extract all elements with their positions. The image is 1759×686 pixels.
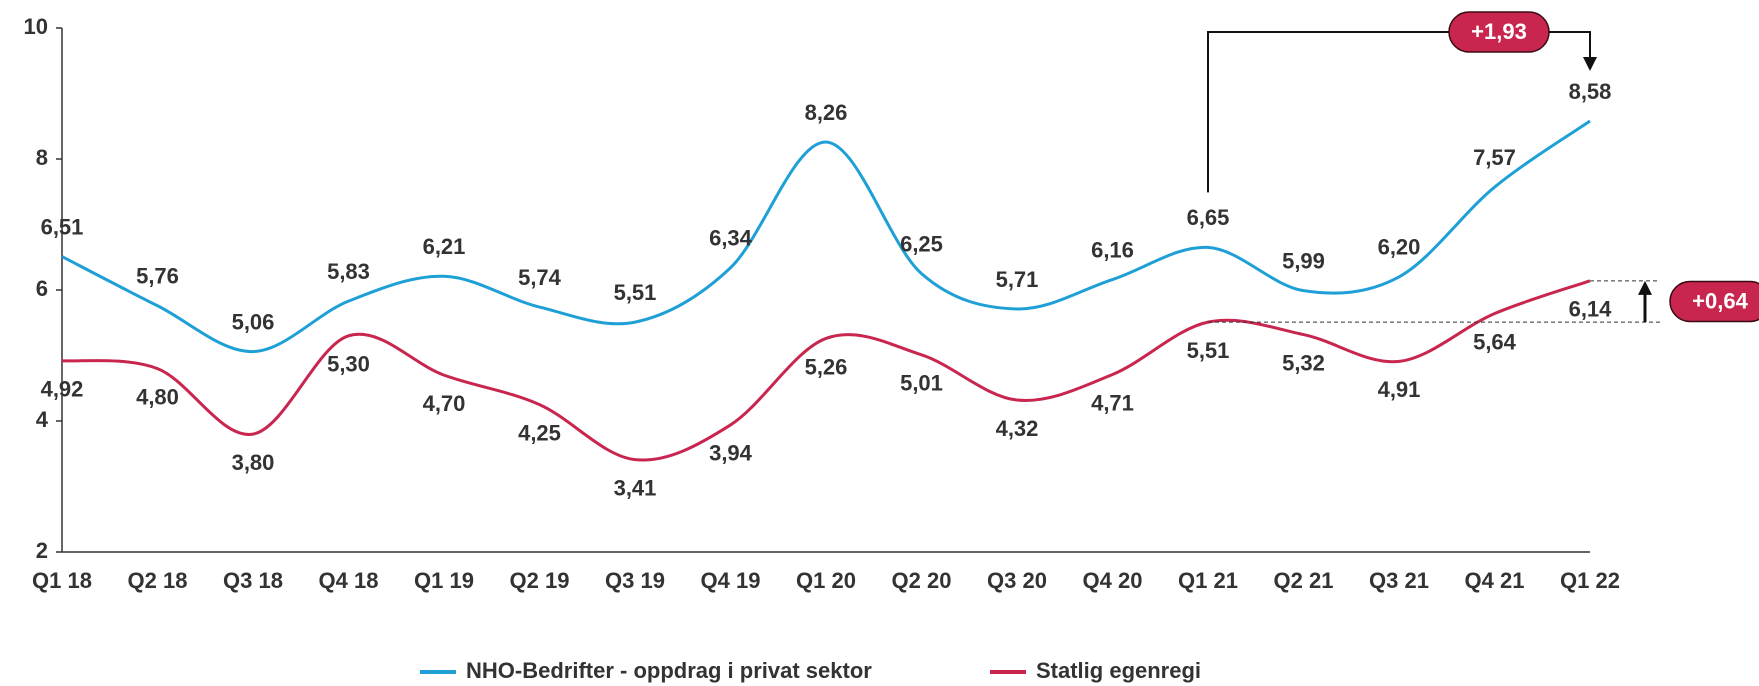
- x-tick-label: Q1 22: [1560, 568, 1620, 593]
- annotation-label: +0,64: [1692, 288, 1748, 313]
- data-label: 4,32: [996, 416, 1039, 441]
- x-tick-label: Q1 20: [796, 568, 856, 593]
- data-label: 5,51: [1187, 338, 1230, 363]
- data-label: 5,71: [996, 267, 1039, 292]
- x-tick-label: Q1 19: [414, 568, 474, 593]
- x-tick-label: Q2 18: [128, 568, 188, 593]
- data-label: 5,06: [232, 309, 275, 334]
- data-label: 6,14: [1569, 297, 1613, 322]
- data-label: 6,25: [900, 231, 943, 256]
- data-label: 6,65: [1187, 205, 1230, 230]
- data-label: 5,30: [327, 352, 370, 377]
- x-tick-label: Q4 20: [1083, 568, 1143, 593]
- data-label: 4,71: [1091, 390, 1134, 415]
- legend-label: Statlig egenregi: [1036, 658, 1201, 683]
- data-label: 4,80: [136, 384, 179, 409]
- annotation-pill: [1448, 11, 1550, 53]
- y-tick-label: 8: [36, 145, 48, 170]
- data-label: 4,92: [41, 377, 84, 402]
- arrow-head: [1638, 280, 1652, 295]
- x-tick-label: Q3 21: [1369, 568, 1429, 593]
- data-label: 6,51: [41, 214, 84, 239]
- data-label: 5,26: [805, 354, 848, 379]
- data-label: 5,74: [518, 265, 562, 290]
- y-tick-label: 4: [36, 407, 49, 432]
- x-tick-label: Q2 20: [892, 568, 952, 593]
- data-label: 5,99: [1282, 248, 1325, 273]
- data-label: 5,51: [614, 280, 657, 305]
- legend-label: NHO-Bedrifter - oppdrag i privat sektor: [466, 658, 872, 683]
- data-label: 5,64: [1473, 329, 1517, 354]
- data-label: 6,34: [709, 226, 753, 251]
- data-label: 5,83: [327, 259, 370, 284]
- x-tick-label: Q4 19: [701, 568, 761, 593]
- data-label: 5,01: [900, 371, 943, 396]
- data-label: 3,41: [614, 475, 657, 500]
- annotation-label: +1,93: [1471, 19, 1527, 44]
- data-label: 8,58: [1569, 79, 1612, 104]
- x-tick-label: Q2 21: [1274, 568, 1334, 593]
- x-tick-label: Q4 21: [1465, 568, 1525, 593]
- data-label: 5,76: [136, 264, 179, 289]
- data-label: 6,20: [1378, 235, 1421, 260]
- data-label: 4,91: [1378, 377, 1421, 402]
- x-tick-label: Q3 19: [605, 568, 665, 593]
- data-label: 3,80: [232, 450, 275, 475]
- data-label: 6,16: [1091, 237, 1134, 262]
- y-tick-label: 2: [36, 538, 48, 563]
- data-label: 6,21: [423, 234, 466, 259]
- data-label: 4,25: [518, 420, 561, 445]
- y-tick-label: 10: [24, 14, 48, 39]
- x-tick-label: Q2 19: [510, 568, 570, 593]
- y-tick-label: 6: [36, 276, 48, 301]
- x-tick-label: Q4 18: [319, 568, 379, 593]
- series-line: [61, 119, 1591, 354]
- annotation-pill: [1669, 280, 1759, 323]
- series-line: [61, 279, 1591, 462]
- data-label: 5,32: [1282, 350, 1325, 375]
- x-tick-label: Q1 21: [1178, 568, 1238, 593]
- x-tick-label: Q3 18: [223, 568, 283, 593]
- x-tick-label: Q1 18: [32, 568, 92, 593]
- data-label: 8,26: [805, 100, 848, 125]
- x-tick-label: Q3 20: [987, 568, 1047, 593]
- bracket: [1207, 31, 1591, 193]
- arrow-head: [1583, 57, 1597, 72]
- data-label: 4,70: [423, 391, 466, 416]
- data-label: 3,94: [709, 441, 753, 466]
- data-label: 7,57: [1473, 145, 1516, 170]
